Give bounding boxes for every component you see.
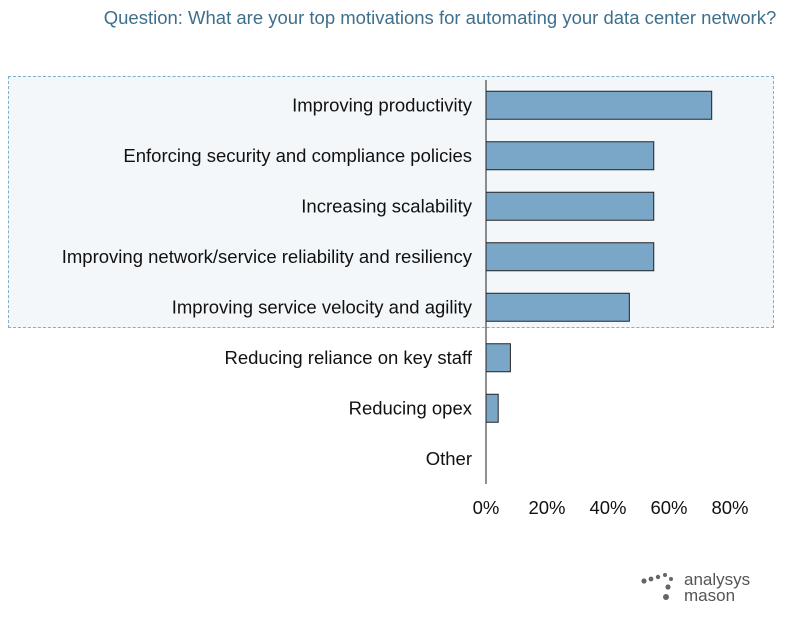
x-tick-label: 0% (473, 497, 500, 518)
x-tick-label: 60% (650, 497, 687, 518)
x-tick-label: 80% (711, 497, 748, 518)
bar (485, 141, 655, 171)
chart-title: Question: What are your top motivations … (103, 7, 777, 28)
x-tick-label: 40% (589, 497, 626, 518)
category-label: Improving productivity (292, 94, 473, 115)
category-label: Other (426, 448, 472, 469)
bar (485, 292, 630, 322)
category-label: Improving network/service reliability an… (62, 246, 473, 267)
category-label: Reducing reliance on key staff (224, 347, 472, 368)
category-label: Reducing opex (349, 397, 473, 418)
bar (485, 242, 655, 272)
tick-labels-group: 0% 20% 40% 60% 80% (473, 497, 749, 518)
logo-line-1: analysys (684, 570, 751, 589)
bar (485, 393, 499, 423)
analysys-mason-logo: analysys mason (640, 568, 780, 612)
category-labels-group: Improving productivity Enforcing security… (62, 94, 473, 469)
bars-group (485, 90, 713, 423)
category-label: Improving service velocity and agility (172, 296, 473, 317)
category-label: Enforcing security and compliance polici… (123, 145, 472, 166)
category-label: Increasing scalability (301, 195, 472, 216)
bar (485, 343, 511, 373)
x-tick-label: 20% (528, 497, 565, 518)
logo-dots-icon (641, 573, 673, 600)
bar (485, 191, 655, 221)
logo-line-2: mason (684, 586, 736, 605)
bar (485, 90, 713, 120)
